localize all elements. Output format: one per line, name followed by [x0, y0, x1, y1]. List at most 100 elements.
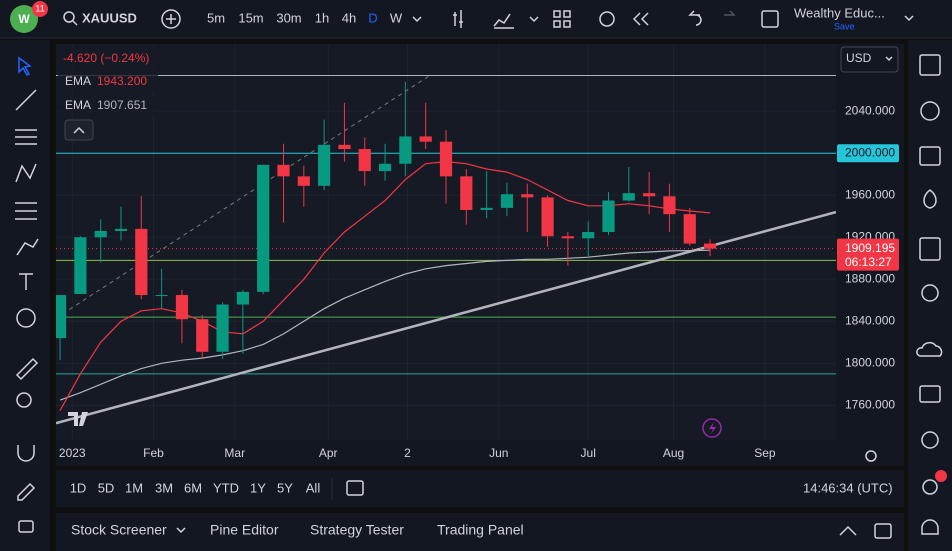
level-label: 2000.000 — [845, 145, 895, 159]
redo — [724, 10, 736, 16]
range-bar — [56, 470, 904, 507]
y-tick-label: 1880.000 — [845, 271, 895, 285]
x-tick-label: Jul — [581, 446, 596, 460]
timeframe[interactable]: 4h — [342, 10, 356, 25]
timeframe[interactable]: 15m — [238, 10, 263, 25]
pattern-tool[interactable] — [15, 163, 37, 183]
add-symbol-icon — [166, 14, 176, 24]
last-price-bg — [837, 238, 899, 271]
undo[interactable] — [688, 10, 702, 26]
ideas[interactable] — [921, 284, 939, 302]
chats[interactable] — [919, 385, 941, 403]
data-window[interactable] — [919, 146, 941, 166]
y-tick-label: 2040.000 — [845, 103, 895, 117]
candle-body — [114, 228, 128, 231]
layout-name[interactable]: Wealthy Educ... — [794, 5, 885, 20]
ruler-tool[interactable] — [15, 357, 39, 381]
legend-bg — [58, 72, 158, 92]
search-icon[interactable] — [63, 11, 75, 23]
range-button[interactable]: 5Y — [277, 480, 293, 495]
lock-drawings[interactable] — [17, 482, 36, 501]
range-button[interactable]: 5D — [98, 480, 115, 495]
alert[interactable] — [599, 11, 615, 27]
projection-tool[interactable] — [15, 202, 37, 220]
clock: 14:46:34 (UTC) — [803, 480, 893, 495]
notifications[interactable] — [921, 519, 939, 535]
events-icon[interactable] — [702, 418, 722, 438]
indicators[interactable] — [493, 13, 514, 29]
candle-body — [358, 149, 371, 172]
date-range[interactable] — [346, 480, 364, 496]
panel-tab[interactable]: Pine Editor — [210, 522, 279, 538]
x-tick-label: Feb — [143, 446, 164, 460]
timeframe[interactable]: D — [368, 10, 377, 25]
candle-body — [216, 304, 229, 352]
layouts[interactable] — [553, 10, 571, 28]
candle-body — [460, 176, 473, 210]
zoom-tool[interactable] — [16, 392, 32, 408]
timeframe[interactable]: 1h — [315, 10, 329, 25]
watchlist[interactable] — [919, 54, 941, 76]
alerts[interactable] — [920, 101, 940, 121]
range-button[interactable]: 6M — [184, 480, 202, 495]
candle-body — [561, 236, 574, 239]
streams[interactable] — [916, 342, 943, 357]
legend-bg — [58, 48, 158, 70]
timeframe-menu[interactable] — [412, 16, 422, 23]
range-button[interactable]: 1M — [125, 480, 143, 495]
replay[interactable] — [632, 12, 649, 26]
hotlists[interactable] — [923, 189, 937, 209]
drawing-toolbar — [0, 40, 50, 551]
y-tick-label: 1840.000 — [845, 313, 895, 327]
cursor-tool[interactable] — [18, 56, 32, 76]
range-button[interactable]: 3M — [155, 480, 173, 495]
layout-menu[interactable] — [904, 15, 914, 22]
range-button[interactable]: All — [306, 480, 321, 495]
screener-menu[interactable] — [176, 527, 186, 534]
text-tool[interactable] — [19, 273, 33, 290]
settings[interactable] — [865, 450, 877, 462]
expand-panel[interactable] — [839, 525, 857, 536]
broadcast[interactable] — [922, 479, 938, 495]
symbol[interactable]: XAUUSD — [82, 10, 137, 25]
collapse-legend[interactable] — [64, 119, 94, 141]
range-button[interactable]: YTD — [213, 480, 239, 495]
x-tick-label: 2 — [404, 446, 411, 460]
ema-fast-line — [59, 160, 711, 411]
panel-tab[interactable]: Stock Screener — [71, 522, 167, 538]
add-symbol[interactable] — [161, 9, 181, 29]
maximize-panel[interactable] — [874, 523, 892, 539]
panel-tab[interactable]: Strategy Tester — [310, 522, 404, 538]
currency-box[interactable] — [840, 46, 899, 73]
timeframe[interactable]: 5m — [207, 10, 225, 25]
tips[interactable] — [921, 431, 939, 449]
fib-tool[interactable] — [15, 129, 37, 145]
calendar[interactable] — [919, 237, 941, 261]
trend-line-tool[interactable] — [15, 89, 37, 111]
brush-tool[interactable] — [16, 238, 39, 256]
avatar[interactable] — [10, 5, 38, 33]
y-tick-label: 1760.000 — [845, 398, 895, 412]
indicators-menu[interactable] — [529, 16, 539, 23]
timeframe[interactable]: W — [390, 10, 403, 25]
candle-body — [439, 141, 453, 177]
currency-menu — [885, 56, 893, 62]
emoji-tool[interactable] — [16, 308, 36, 328]
candle-body — [94, 230, 107, 238]
x-tick-label: Mar — [224, 446, 245, 460]
candle-body — [500, 194, 514, 208]
indicator-name[interactable]: EMA — [65, 98, 91, 112]
lock-tool[interactable] — [18, 520, 34, 533]
save[interactable]: Save — [834, 21, 855, 31]
range-button[interactable]: 1D — [70, 480, 87, 495]
chart-type[interactable] — [453, 10, 463, 28]
indicator-name[interactable]: EMA — [65, 74, 91, 88]
magnet-tool[interactable] — [17, 445, 35, 462]
timeframe[interactable]: 30m — [276, 10, 301, 25]
candle-body — [155, 295, 168, 297]
panel-tab[interactable]: Trading Panel — [437, 522, 524, 538]
candle-body — [480, 207, 493, 210]
range-button[interactable]: 1Y — [250, 480, 266, 495]
tv-logo — [68, 412, 88, 426]
fullscreen[interactable] — [761, 10, 779, 28]
